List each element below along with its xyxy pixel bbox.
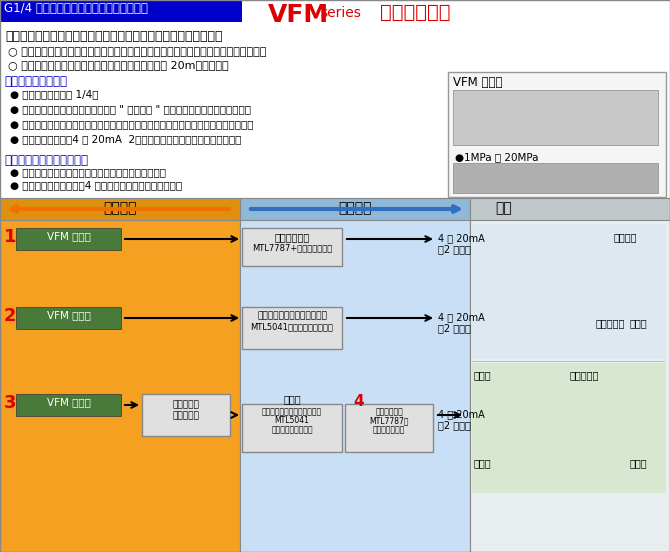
Text: MTL7787＋: MTL7787＋ [369,416,409,425]
Bar [472,363,666,493]
Text: 4: 4 [353,394,364,409]
Text: 業界初の「防爆区域内表示」の本質安全防爆認定の取得を実現。: 業界初の「防爆区域内表示」の本質安全防爆認定の取得を実現。 [5,30,222,43]
Bar [240,198,470,220]
Text: フィルタ: フィルタ [614,232,637,242]
Text: 本質安全防爆: 本質安全防爆 [380,3,450,22]
Text: 安全区域: 安全区域 [338,201,372,215]
Text: ● 出力は省配線の「4 ～ 20mA  2線式」にて本質安全防爆認定を取得。: ● 出力は省配線の「4 ～ 20mA 2線式」にて本質安全防爆認定を取得。 [10,134,241,144]
Text: 4 ～ 20mA
（2 線式）: 4 ～ 20mA （2 線式） [438,233,485,254]
Text: VFM センサ: VFM センサ [47,310,91,320]
Bar [240,198,470,552]
Text: （第一種接地不要）: （第一種接地不要） [271,425,313,434]
Bar [0,198,240,220]
Text: 圧力センサ: 圧力センサ [596,318,625,328]
Text: ツエナバリア: ツエナバリア [375,407,403,416]
Bar [472,224,666,359]
Text: ポンプ: ポンプ [630,458,648,468]
Text: 防爆区域: 防爆区域 [103,201,137,215]
Text: G1/4 フラッシュタイプアンプ内蔵センサ: G1/4 フラッシュタイプアンプ内蔵センサ [4,2,148,15]
Text: 4 ～ 20mA
（2 線式）: 4 ～ 20mA （2 線式） [438,409,485,431]
Text: ○ 防爆危険区域内に表示器の設置が可能となり防爆区域内で圧力状態の確認が可能。: ○ 防爆危険区域内に表示器の設置が可能となり防爆区域内で圧力状態の確認が可能。 [8,47,267,57]
Bar [453,163,658,193]
Text: ● 第一種接地不要の絶縁バリアとの組み合わせが可能: ● 第一種接地不要の絶縁バリアとの組み合わせが可能 [10,167,166,177]
Text: series: series [320,6,361,20]
Text: ツエナバリア: ツエナバリア [275,232,310,242]
Text: ツエナバリア（絶縁バリア）: ツエナバリア（絶縁バリア） [262,407,322,416]
Text: 3: 3 [4,394,17,412]
Text: MTL5041: MTL5041 [275,416,310,425]
Bar [470,198,670,220]
Text: VFM: VFM [268,3,329,27]
Text: 【センサ部の特長】: 【センサ部の特長】 [4,75,67,88]
Text: 【本質安全防爆品の特長】: 【本質安全防爆品の特長】 [4,154,88,167]
Bar [470,198,670,552]
Bar [142,394,230,436]
Bar [453,90,658,145]
Text: ● 小型形状（ネジ部 1/4）: ● 小型形状（ネジ部 1/4） [10,89,98,99]
Text: ● 接液部は目詰まりが起こりにくい " 平面構造 " のため粘性媒体の測定に最適。: ● 接液部は目詰まりが起こりにくい " 平面構造 " のため粘性媒体の測定に最適… [10,104,251,114]
Text: または: または [283,394,301,404]
Text: ワーク: ワーク [474,458,492,468]
Text: MTL7787+（第一種接地）: MTL7787+（第一種接地） [252,243,332,252]
Bar [16,394,121,416]
Bar [16,228,121,250]
Text: （認定品）: （認定品） [173,411,200,420]
Text: ポンプ: ポンプ [630,318,648,328]
Text: 防爆表示器: 防爆表示器 [173,400,200,409]
Bar [16,307,121,329]
Bar [242,307,342,349]
Bar [448,72,666,197]
Text: ○ 圧力センサと防爆表示器の配線接続距離は、最大 20mまで可能。: ○ 圧力センサと防爆表示器の配線接続距離は、最大 20mまで可能。 [8,60,228,70]
Text: （第一種接地）: （第一種接地） [373,425,405,434]
Text: ● 防爆の組み合わせは、4 方式の組み合わせができます。: ● 防爆の組み合わせは、4 方式の組み合わせができます。 [10,180,182,190]
Text: VFM センサ: VFM センサ [453,76,502,89]
Text: 4 ～ 20mA
（2 線式）: 4 ～ 20mA （2 線式） [438,312,485,333]
Text: ●1MPa ～ 20MPa: ●1MPa ～ 20MPa [455,152,539,162]
Text: 圧力センサ: 圧力センサ [570,370,600,380]
Text: 用途: 用途 [495,201,512,215]
Bar [0,0,242,22]
Text: ノズル: ノズル [474,370,492,380]
Bar [0,198,240,552]
Text: 2: 2 [4,307,17,325]
Text: MTL5041（第一種接地不要）: MTL5041（第一種接地不要） [251,322,334,331]
Bar [345,404,433,452]
Text: ● 接液部は封入液を一切使用しないダイヤフラム一体構造で、頑丈・安心・長寿命。: ● 接液部は封入液を一切使用しないダイヤフラム一体構造で、頑丈・安心・長寿命。 [10,119,253,129]
Bar [242,228,342,266]
Text: ツエナバリア（絶縁バリア）: ツエナバリア（絶縁バリア） [257,311,327,320]
Text: VFM センサ: VFM センサ [47,231,91,241]
Bar [242,404,342,452]
Text: 1: 1 [4,228,17,246]
Text: VFM センサ: VFM センサ [47,397,91,407]
